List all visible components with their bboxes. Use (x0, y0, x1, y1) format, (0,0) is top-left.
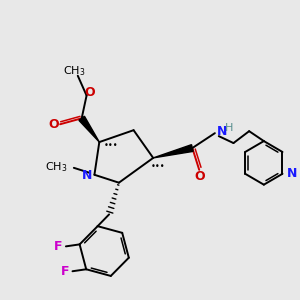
Text: O: O (48, 118, 58, 131)
Polygon shape (79, 116, 99, 142)
Text: CH$_3$: CH$_3$ (63, 64, 85, 78)
Text: N: N (81, 169, 92, 182)
Text: N: N (286, 167, 297, 180)
Text: F: F (54, 240, 62, 253)
Text: •••: ••• (151, 162, 166, 171)
Text: H: H (225, 123, 233, 133)
Text: O: O (84, 86, 95, 99)
Text: N: N (217, 125, 227, 138)
Text: CH$_3$: CH$_3$ (44, 160, 67, 174)
Polygon shape (153, 145, 193, 158)
Text: •••: ••• (104, 140, 119, 149)
Text: F: F (60, 265, 69, 278)
Text: O: O (195, 170, 206, 183)
